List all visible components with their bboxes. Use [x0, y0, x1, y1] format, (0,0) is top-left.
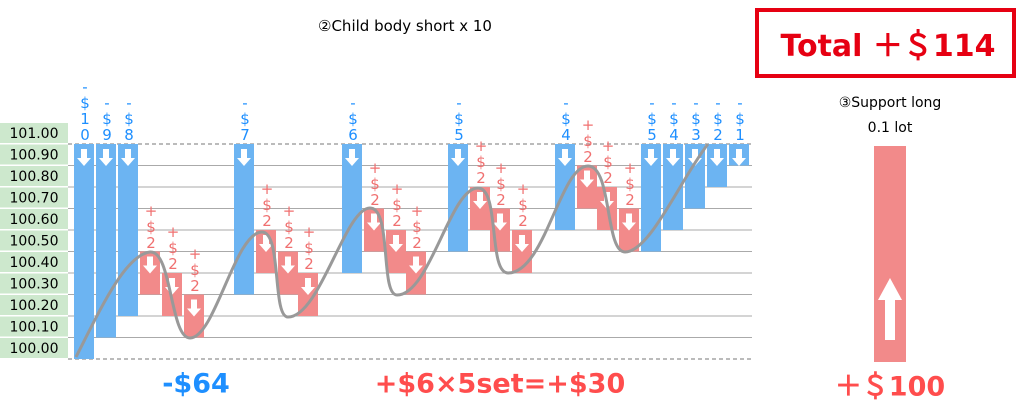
- price-cell: [0, 338, 68, 358]
- arrow-down: [77, 149, 91, 166]
- short-bar: [96, 144, 116, 338]
- long-label: +$2: [388, 180, 406, 228]
- short-label: -$8: [120, 94, 138, 142]
- long-label: +$2: [164, 223, 182, 271]
- price-label: 100.60: [10, 212, 59, 228]
- long-label: +$2: [408, 201, 426, 250]
- long-label: +$2: [280, 201, 298, 250]
- long-label: +$2: [186, 244, 204, 293]
- title: ②Child body short x 10: [318, 17, 492, 35]
- support-lot: 0.1 lot: [867, 120, 913, 136]
- price-label: 100.30: [10, 277, 59, 293]
- long-label: +$2: [599, 137, 617, 185]
- short-bar: [74, 144, 94, 359]
- short-result: -$64: [162, 368, 230, 400]
- short-label: -$7: [236, 94, 254, 142]
- short-bar: [448, 144, 468, 252]
- price-cell: [0, 316, 68, 337]
- long-label: +$2: [142, 201, 160, 250]
- arrow-down: [237, 149, 251, 166]
- long-result: +$6×5set=+$30: [374, 368, 626, 400]
- long-label: +$2: [366, 158, 384, 207]
- short-bar: [342, 144, 362, 273]
- short-label: -$9: [98, 94, 116, 142]
- arrow-down: [345, 149, 359, 166]
- arrow-down: [143, 256, 157, 274]
- arrow-down: [622, 213, 636, 231]
- price-cell: [0, 187, 68, 208]
- long-label: +$2: [579, 115, 597, 164]
- arrow-down: [558, 149, 572, 166]
- short-label: -$3: [687, 94, 705, 142]
- short-label: -$5: [450, 94, 468, 142]
- arrow-down: [515, 235, 529, 252]
- long-label: +$2: [300, 223, 318, 271]
- price-cell: [0, 209, 68, 229]
- price-label: 100.70: [10, 191, 59, 207]
- short-label: -$10: [76, 78, 94, 142]
- total-box: [755, 8, 1016, 78]
- short-bar: [234, 144, 254, 295]
- arrow-down: [259, 235, 273, 252]
- arrow-down: [409, 256, 423, 274]
- price-label: 100.10: [10, 320, 59, 336]
- arrow-down: [451, 149, 465, 166]
- arrow-down: [389, 235, 403, 252]
- short-label: -$6: [344, 94, 362, 142]
- long-label: +$2: [492, 158, 510, 207]
- support-result: ＋＄100: [834, 371, 946, 403]
- price-label: 101.00: [10, 126, 59, 142]
- arrow-down: [121, 149, 135, 166]
- total: Total ＋＄114: [780, 29, 996, 64]
- price-label: 100.80: [10, 169, 59, 185]
- price-cell: [0, 166, 68, 186]
- arrow-down: [732, 149, 746, 166]
- price-label: 100.40: [10, 255, 59, 271]
- short-label: -$4: [665, 94, 683, 142]
- arrow-down: [99, 149, 113, 166]
- price-cell: [0, 123, 68, 143]
- price-wave: [74, 143, 710, 358]
- short-label: -$5: [643, 94, 661, 142]
- arrow-down: [281, 256, 295, 274]
- price-cell: [0, 144, 68, 165]
- price-cell: [0, 230, 68, 251]
- arrow-down: [580, 170, 594, 188]
- arrow-down: [666, 149, 680, 166]
- short-label: -$4: [557, 94, 575, 142]
- price-cell: [0, 252, 68, 272]
- arrow-down: [301, 278, 315, 295]
- short-label: -$2: [709, 94, 727, 142]
- long-label: +$2: [472, 137, 490, 185]
- arrow-down: [688, 149, 702, 166]
- arrow-up: [878, 278, 902, 340]
- short-label: -$1: [731, 94, 749, 142]
- arrow-down: [710, 149, 724, 166]
- arrow-down: [493, 213, 507, 231]
- price-label: 100.90: [10, 148, 59, 164]
- price-cell: [0, 295, 68, 315]
- arrow-down: [367, 213, 381, 231]
- long-label: +$2: [514, 180, 532, 228]
- long-label: +$2: [258, 180, 276, 228]
- arrow-down: [473, 192, 487, 209]
- long-label: +$2: [621, 158, 639, 207]
- arrow-down: [187, 299, 201, 317]
- short-bar: [118, 144, 138, 316]
- support-title: ③Support long: [838, 95, 942, 111]
- price-label: 100.50: [10, 234, 59, 250]
- price-cell: [0, 273, 68, 294]
- arrow-down: [644, 149, 658, 166]
- price-label: 100.20: [10, 298, 59, 314]
- price-label: 100.00: [10, 341, 59, 357]
